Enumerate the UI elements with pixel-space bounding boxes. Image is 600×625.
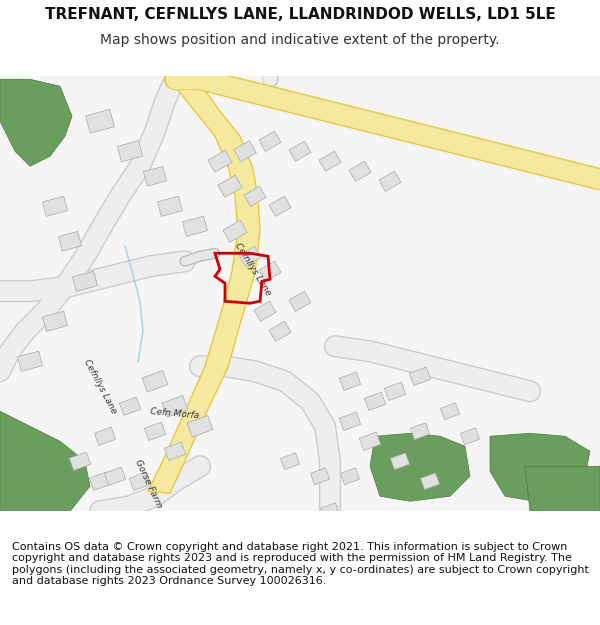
Polygon shape [89, 472, 110, 491]
Polygon shape [73, 271, 98, 291]
Polygon shape [0, 411, 90, 511]
Polygon shape [280, 453, 299, 469]
Polygon shape [244, 186, 266, 206]
Polygon shape [17, 351, 43, 371]
Polygon shape [164, 442, 185, 461]
Polygon shape [319, 151, 341, 171]
Polygon shape [187, 416, 213, 437]
Polygon shape [391, 453, 410, 469]
Polygon shape [58, 231, 82, 251]
Text: Cefn Morfa: Cefn Morfa [150, 407, 200, 420]
Polygon shape [254, 301, 276, 321]
Polygon shape [43, 311, 68, 331]
Polygon shape [421, 473, 440, 489]
Text: Cefnllys Lane: Cefnllys Lane [233, 241, 273, 298]
Text: TREFNANT, CEFNLLYS LANE, LLANDRINDOD WELLS, LD1 5LE: TREFNANT, CEFNLLYS LANE, LLANDRINDOD WEL… [44, 8, 556, 22]
Polygon shape [145, 422, 166, 441]
Polygon shape [409, 367, 431, 386]
Polygon shape [208, 150, 232, 173]
Polygon shape [223, 220, 247, 243]
Polygon shape [182, 216, 208, 236]
Polygon shape [310, 468, 329, 484]
Polygon shape [234, 141, 256, 162]
Polygon shape [525, 466, 600, 511]
Polygon shape [86, 109, 115, 133]
Polygon shape [320, 503, 340, 519]
Text: Map shows position and indicative extent of the property.: Map shows position and indicative extent… [100, 33, 500, 47]
Polygon shape [148, 79, 260, 493]
Polygon shape [0, 76, 600, 511]
Polygon shape [218, 175, 242, 198]
Polygon shape [70, 452, 91, 471]
Polygon shape [142, 371, 168, 392]
Polygon shape [162, 396, 188, 417]
Polygon shape [0, 79, 72, 166]
Polygon shape [119, 397, 140, 416]
Polygon shape [349, 161, 371, 181]
Text: Cefnllys Lane: Cefnllys Lane [82, 357, 118, 415]
Polygon shape [289, 291, 311, 311]
Polygon shape [269, 321, 291, 341]
Polygon shape [289, 141, 311, 161]
Polygon shape [340, 412, 361, 431]
Polygon shape [364, 392, 386, 411]
Text: Contains OS data © Crown copyright and database right 2021. This information is : Contains OS data © Crown copyright and d… [12, 542, 589, 586]
Polygon shape [440, 403, 460, 419]
Text: Gorse Farm: Gorse Farm [133, 458, 163, 509]
Polygon shape [239, 246, 261, 266]
Polygon shape [269, 196, 291, 216]
Polygon shape [370, 433, 470, 501]
Polygon shape [359, 432, 380, 451]
Polygon shape [157, 196, 182, 216]
Polygon shape [143, 166, 167, 186]
Polygon shape [43, 196, 68, 216]
Polygon shape [410, 423, 430, 439]
Polygon shape [104, 467, 125, 486]
Polygon shape [460, 428, 479, 444]
Polygon shape [118, 141, 143, 162]
Polygon shape [130, 472, 151, 491]
Polygon shape [340, 372, 361, 391]
Polygon shape [490, 433, 590, 501]
Polygon shape [340, 468, 359, 484]
Polygon shape [259, 261, 281, 281]
Polygon shape [379, 171, 401, 191]
Polygon shape [94, 427, 116, 446]
Polygon shape [259, 131, 281, 151]
Polygon shape [385, 382, 406, 401]
